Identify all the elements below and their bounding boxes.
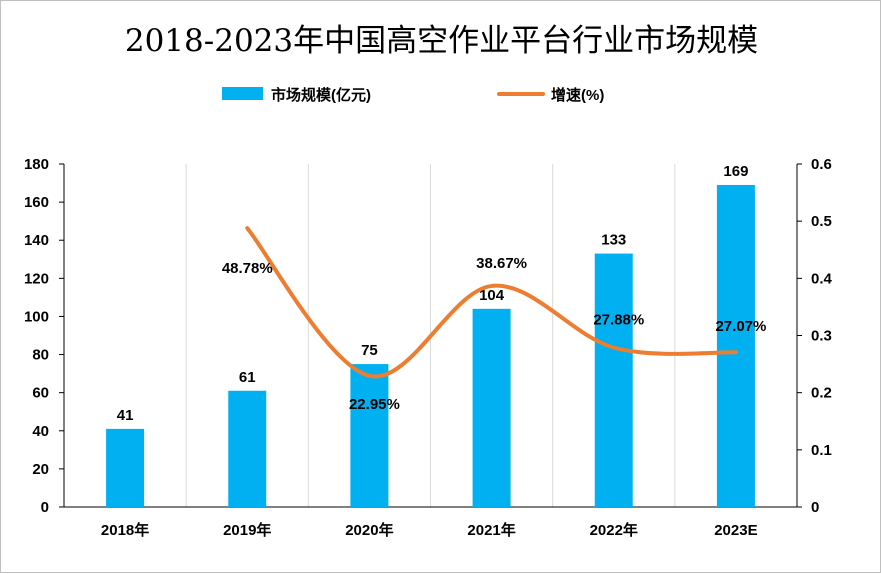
- y-right-tick-label: 0.1: [811, 442, 832, 459]
- x-tick-label: 2020年: [345, 521, 393, 539]
- bar-data-label: 169: [723, 163, 748, 180]
- y-right-tick-label: 0.4: [811, 270, 833, 287]
- y-left-tick-label: 180: [24, 156, 49, 173]
- legend-swatch-bar: [222, 87, 263, 100]
- y-left-tick-label: 0: [41, 499, 49, 516]
- x-tick-label: 2018年: [101, 521, 149, 539]
- y-left-tick-label: 140: [24, 232, 49, 249]
- x-tick-label: 2021年: [467, 521, 515, 539]
- legend-label-line: 增速(%): [551, 86, 604, 104]
- bar: [228, 390, 267, 507]
- y-right-tick-label: 0.5: [811, 213, 832, 230]
- y-left-tick-label: 40: [32, 423, 49, 440]
- bar-data-label: 75: [361, 342, 378, 359]
- line-data-label: 38.67%: [476, 255, 527, 272]
- y-left-tick-label: 60: [32, 385, 49, 402]
- line-data-label: 22.95%: [349, 396, 400, 413]
- bar-data-label: 133: [601, 232, 626, 249]
- y-right-tick-label: 0: [811, 499, 819, 516]
- legend-label-bar: 市场规模(亿元): [271, 86, 371, 104]
- growth-line: [245, 226, 738, 379]
- bar-data-label: 41: [117, 407, 134, 424]
- legend: 市场规模(亿元) 增速(%): [222, 86, 604, 104]
- chart-title: 2018-2023年中国高空作业平台行业市场规模: [124, 23, 759, 59]
- bar: [106, 428, 145, 507]
- line-data-label: 48.78%: [222, 260, 273, 277]
- bar: [716, 184, 755, 507]
- y-right-tick-label: 0.6: [811, 156, 832, 173]
- bar: [594, 253, 633, 507]
- bar-data-label: 104: [479, 287, 505, 304]
- line-data-label: 27.88%: [593, 312, 644, 329]
- y-right-tick-label: 0.3: [811, 328, 832, 345]
- y-left-tick-label: 160: [24, 194, 49, 211]
- bar-data-label: 61: [239, 369, 256, 386]
- y-left-tick-label: 80: [32, 347, 49, 364]
- line-data-label: 27.07%: [715, 318, 766, 335]
- y-right-tick-label: 0.2: [811, 385, 832, 402]
- y-left-tick-label: 20: [32, 461, 49, 478]
- x-tick-label: 2019年: [223, 521, 271, 539]
- bar: [350, 364, 389, 507]
- y-left-tick-label: 120: [24, 270, 49, 287]
- x-tick-label: 2023E: [714, 522, 757, 539]
- bar: [472, 308, 511, 507]
- y-left-tick-label: 100: [24, 308, 49, 325]
- x-tick-label: 2022年: [590, 521, 638, 539]
